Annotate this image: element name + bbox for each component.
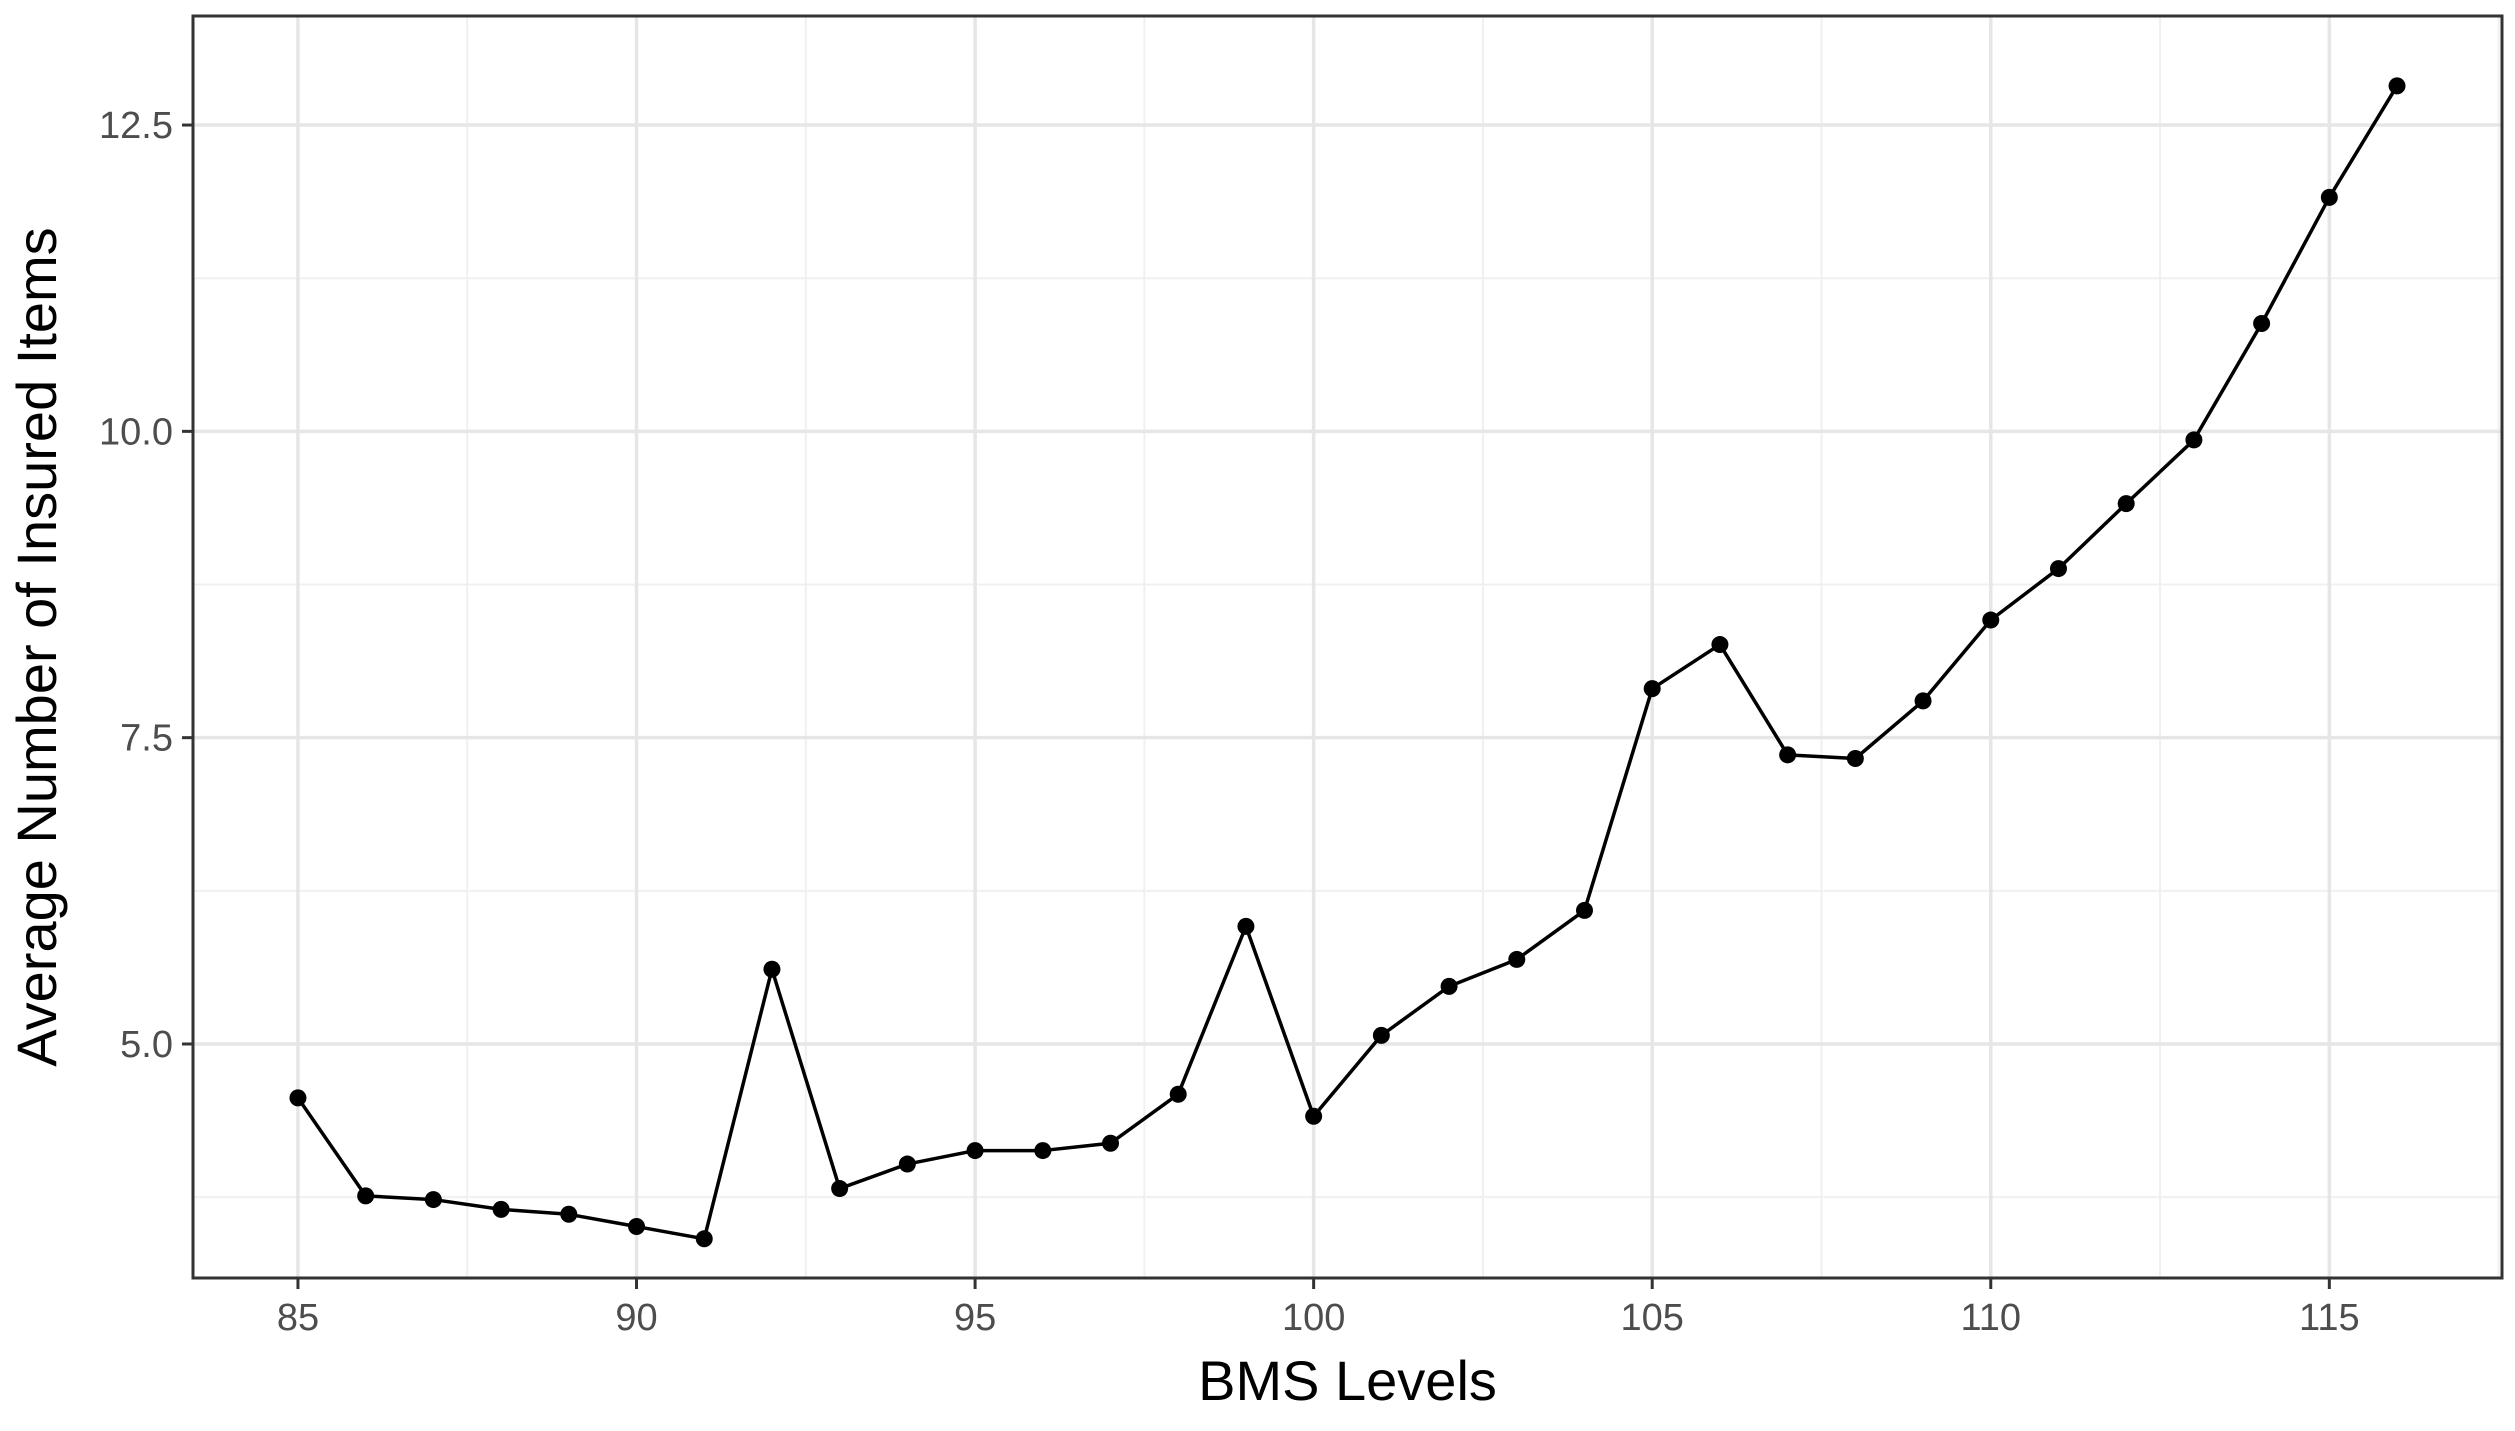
data-point (424, 1191, 442, 1209)
x-tick-label: 110 (1960, 1297, 2021, 1339)
data-point (695, 1230, 713, 1248)
y-tick-label: 5.0 (120, 1024, 173, 1066)
x-tick-label: 105 (1621, 1297, 1684, 1339)
data-point (898, 1155, 916, 1173)
x-tick-label: 95 (954, 1297, 996, 1339)
data-point (289, 1089, 307, 1107)
data-point (1034, 1142, 1052, 1160)
data-point (1305, 1107, 1323, 1125)
y-tick-label: 12.5 (99, 105, 173, 147)
data-point (1508, 950, 1526, 968)
y-axis: 5.0 7.5 10.0 12.5 (99, 105, 193, 1066)
data-point (1711, 636, 1729, 654)
major-gridlines (193, 16, 2502, 1278)
minor-gridlines (193, 16, 2502, 1278)
data-point (1914, 692, 1932, 710)
x-tick-label: 90 (615, 1297, 657, 1339)
data-point (1237, 917, 1255, 935)
data-point (2049, 560, 2067, 578)
x-tick-label: 100 (1282, 1297, 1345, 1339)
data-point (1372, 1026, 1390, 1044)
data-point (1779, 746, 1797, 764)
data-point (1102, 1134, 1120, 1152)
data-point (1982, 611, 2000, 629)
x-axis-title: BMS Levels (1198, 1349, 1497, 1412)
series-line (296, 84, 2399, 1241)
data-point (1846, 749, 1864, 767)
data-point (1169, 1085, 1187, 1103)
plot-panel-border (191, 14, 2504, 1280)
data-point (831, 1180, 849, 1198)
data-point (1440, 977, 1458, 995)
data-point (2253, 315, 2271, 333)
data-point (763, 960, 781, 978)
data-point (2320, 188, 2338, 206)
data-point (2185, 431, 2203, 449)
data-point (492, 1200, 510, 1218)
data-point (560, 1205, 578, 1223)
data-point (2388, 77, 2406, 95)
x-axis: 85 90 95 100 105 110 115 (277, 1278, 2360, 1339)
y-axis-title: Average Number of Insured Items (5, 227, 68, 1066)
x-tick-label: 115 (2299, 1297, 2360, 1339)
data-point (1643, 680, 1661, 698)
data-point (628, 1218, 646, 1236)
data-point (966, 1142, 984, 1160)
data-point (2117, 495, 2135, 513)
y-tick-label: 10.0 (99, 411, 173, 453)
y-tick-label: 7.5 (120, 718, 173, 760)
series-layer (289, 77, 2406, 1248)
data-point (1575, 901, 1593, 919)
x-tick-label: 85 (277, 1297, 319, 1339)
data-point (357, 1187, 375, 1205)
